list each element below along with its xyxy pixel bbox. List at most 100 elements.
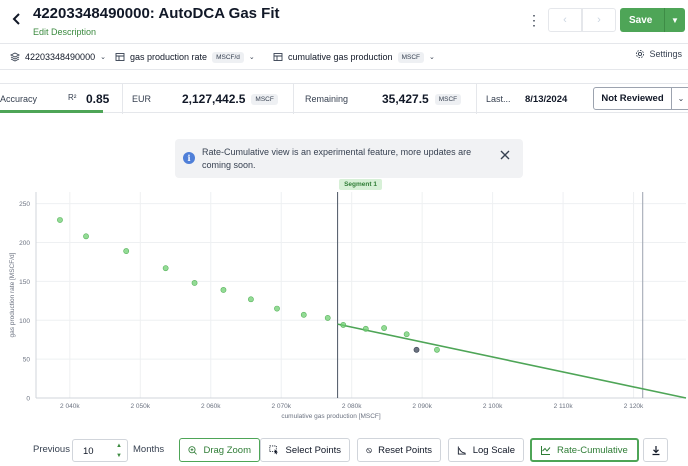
x-axis-title: cumulative gas production [MSCF] [281,413,381,420]
info-icon: i [183,152,195,164]
close-icon[interactable] [499,148,511,160]
chevron-right-icon: › [597,14,601,26]
rate-selector[interactable]: gas production rate MSCF/d ⌄ [115,49,255,65]
chevron-down-icon: ⌄ [248,54,255,61]
x-tick-label: 2 080k [342,403,362,410]
axis-chart-icon [457,446,466,454]
months-label: Months [133,444,165,455]
save-divider [664,8,665,32]
info-banner: i Rate-Cumulative view is an experimenta… [175,139,523,178]
rate-label: gas production rate [130,52,208,62]
rate-cumulative-chart[interactable]: 2 040k 2 050k 2 060k 2 070k 2 080k 2 090k 2 10… [0,178,688,422]
data-point [123,248,130,254]
remaining-label: Remaining [305,94,349,104]
eur-stat: EUR [132,84,151,114]
log-scale-label: Log Scale [472,444,515,456]
eur-value-wrap: 2,127,442.5 MSCF [182,84,278,114]
x-tick-label: 2 060k [201,403,221,410]
save-button[interactable]: Save ▼ [620,8,685,32]
download-icon [652,445,659,455]
x-tick-label: 2 070k [271,403,291,410]
eur-label: EUR [132,94,152,104]
last-stat: Last... [486,84,511,114]
previous-label: Previous [33,444,70,455]
rate-cumulative-button[interactable]: Rate-Cumulative [530,438,639,462]
settings-button[interactable]: Settings [635,49,682,59]
divider [122,84,123,114]
data-point [403,331,410,338]
previous-well-button[interactable]: ‹ [548,8,582,32]
data-point [162,265,169,272]
data-point [340,322,347,328]
back-button[interactable] [8,10,26,28]
x-tick-label: 2 040k [60,403,80,410]
drag-zoom-button[interactable]: Drag Zoom [179,438,260,462]
chevron-left-icon [12,13,20,25]
edit-description-link[interactable]: Edit Description [33,27,97,37]
remaining-stat: Remaining [305,84,348,114]
stats-bar: Accuracy R² 0.85 EUR 2,127,442.5 MSCF Re… [0,83,688,114]
divider [293,84,294,114]
y-tick-label: 50 [23,357,31,364]
data-point [57,217,63,223]
data-point [220,287,227,293]
y-axis-title: gas production rate [MSCF/d] [9,252,16,337]
r2-label: R² [68,92,77,102]
data-point [248,296,254,303]
download-button[interactable] [643,438,668,462]
data-point [324,315,331,321]
settings-label: Settings [649,49,682,59]
ban-icon [366,447,372,453]
banner-text: Rate-Cumulative view is an experimental … [202,147,472,170]
last-value: 8/13/2024 [525,93,568,105]
remaining-value-wrap: 35,427.5 MSCF [382,84,462,114]
x-tick-label: 2 120k [624,403,644,410]
last-label: Last... [486,94,511,104]
accuracy-stat: Accuracy [0,84,37,114]
months-input[interactable]: 10 ▲ ▼ [72,439,128,462]
well-id-label: 42203348490000 [25,52,96,62]
chevron-down-icon[interactable]: ⌄ [671,87,688,110]
well-selector[interactable]: 42203348490000 ⌄ [10,49,106,65]
data-point [300,311,307,318]
page-title: 42203348490000: AutoDCA Gas Fit [33,5,280,22]
rate-unit-badge: MSCF/d [212,51,244,63]
reset-points-button[interactable]: Reset Points [357,438,441,462]
rate-cumulative-label: Rate-Cumulative [557,444,628,456]
more-options-icon[interactable]: ⋮ [527,11,541,28]
accuracy-indicator [0,110,103,113]
chevron-down-icon[interactable]: ▼ [671,15,679,25]
select-points-button[interactable]: Select Points [260,438,350,462]
log-scale-button[interactable]: Log Scale [448,438,524,462]
months-value: 10 [83,446,94,457]
y-tick-label: 0 [26,396,30,403]
bottom-controls: Previous 10 ▲ ▼ Months Drag Zoom Select … [0,437,688,465]
gear-icon [636,49,645,59]
layers-icon [10,52,20,62]
drag-zoom-label: Drag Zoom [203,444,251,456]
excluded-data-point [413,346,420,353]
next-well-button[interactable]: › [582,8,616,32]
table-icon [115,53,125,61]
eur-value: 2,127,442.5 [182,92,246,106]
save-label: Save [629,14,653,26]
data-point [362,325,369,332]
data-point [191,280,198,286]
y-tick-label: 100 [19,318,30,325]
increment-icon[interactable]: ▲ [116,443,122,449]
decrement-icon[interactable]: ▼ [116,453,122,459]
y-tick-label: 250 [19,201,30,208]
r2-value-wrap: 0.85 [86,84,109,114]
remaining-value: 35,427.5 [382,92,429,106]
review-status-button[interactable]: Not Reviewed [593,87,672,110]
accuracy-label: Accuracy [0,94,38,104]
eur-unit-badge: MSCF [251,93,278,105]
x-tick-label: 2 110k [554,403,574,410]
zoom-in-icon [188,445,197,455]
cumulative-selector[interactable]: cumulative gas production MSCF ⌄ [273,49,435,65]
chevron-left-icon: ‹ [563,14,567,26]
y-tick-label: 150 [19,279,30,286]
data-point [274,305,280,312]
remaining-unit-badge: MSCF [434,93,462,105]
data-point [83,233,89,240]
